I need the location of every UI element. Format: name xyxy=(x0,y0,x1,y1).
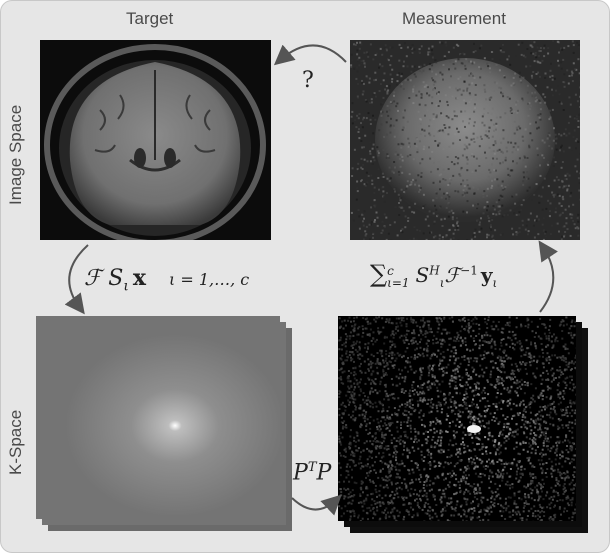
arrow-kspace-target-to-measurement xyxy=(291,494,342,516)
adjoint-sub: ι xyxy=(439,276,445,290)
forward-range: ι = 1,…, c xyxy=(168,270,250,289)
arrow-measurement-to-target xyxy=(273,44,347,66)
arrow-target-to-kspace xyxy=(64,244,89,315)
forward-operator: ℱ Sι x ι = 1,…, c xyxy=(84,265,249,294)
kspace-target-graphic xyxy=(36,316,280,519)
adjoint-S: S xyxy=(415,263,430,287)
question-mark: ? xyxy=(302,68,314,93)
mask-T: T xyxy=(307,460,317,475)
adjoint-y-sub: ι xyxy=(492,276,498,290)
forward-op-sub: ι xyxy=(123,278,129,295)
sum-symbol: ∑ xyxy=(370,260,388,288)
adjoint-F: ℱ xyxy=(444,263,461,287)
column-title-measurement: Measurement xyxy=(402,9,506,28)
measurement-image xyxy=(350,40,580,240)
target-brain-graphic xyxy=(44,44,266,240)
kspace-target-image xyxy=(36,316,280,519)
adjoint-operator: ∑ c ι=1 SHιℱ−1 yι xyxy=(370,260,497,290)
speckle-texture xyxy=(338,316,576,521)
mask-P2: P xyxy=(316,460,332,486)
arrow-kspace-measurement-to-image xyxy=(538,240,558,313)
kspace-measurement-image xyxy=(338,316,576,521)
sum-upper: c xyxy=(387,263,394,278)
target-image xyxy=(40,40,271,240)
adjoint-inv: −1 xyxy=(460,263,478,278)
adjoint-y: y xyxy=(480,263,493,287)
forward-op-symbol: ℱ S xyxy=(84,266,124,291)
column-title-target: Target xyxy=(126,9,174,28)
forward-op-x: x xyxy=(132,265,146,291)
mask-operator: PTP xyxy=(293,460,331,485)
measurement-brain-graphic xyxy=(350,40,580,240)
mask-P: P xyxy=(293,460,308,486)
kspace-measurement-graphic xyxy=(338,316,576,521)
sum-lower: ι=1 xyxy=(387,275,410,290)
adjoint-sup: H xyxy=(429,263,440,278)
